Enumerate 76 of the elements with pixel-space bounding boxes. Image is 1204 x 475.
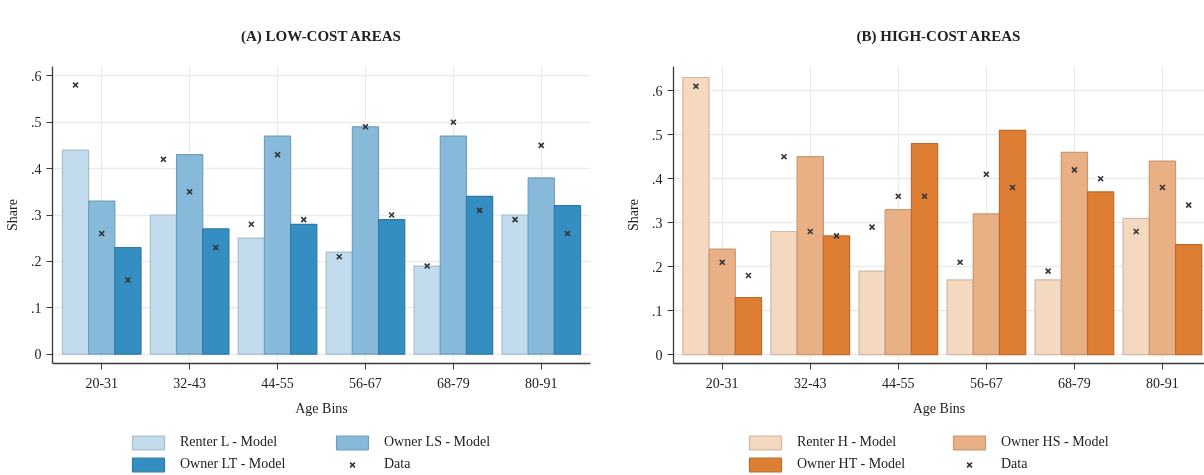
bar — [946, 279, 974, 356]
bar — [175, 154, 204, 355]
bar — [1174, 244, 1203, 356]
y-tick-label: .3 — [652, 215, 663, 231]
bar — [527, 177, 555, 355]
legend-label: Owner HS - Model — [1001, 433, 1110, 451]
bar — [61, 149, 90, 355]
bar — [553, 205, 582, 355]
y-tick-label: .4 — [31, 161, 42, 177]
y-tick-label: .3 — [31, 208, 42, 223]
bar — [682, 76, 710, 356]
legend-label: Renter L - Model — [180, 433, 279, 451]
bar — [377, 219, 406, 355]
y-axis-title: Share — [5, 199, 20, 231]
bar — [263, 135, 292, 355]
y-tick-label: 0 — [655, 347, 663, 363]
bar — [114, 246, 142, 355]
legend-label: Owner LT - Model — [180, 455, 287, 473]
x-tick-label: 44-55 — [881, 375, 915, 391]
x-tick-label: 32-43 — [793, 375, 827, 391]
legend-label: Data — [384, 455, 412, 473]
y-tick-label: .1 — [31, 300, 42, 316]
x-tick-label: 80-91 — [524, 375, 558, 391]
x-tick-label: 68-79 — [1058, 375, 1091, 391]
y-tick-label: .2 — [652, 259, 663, 275]
legend-label: Owner HT - Model — [797, 455, 907, 473]
bar — [465, 195, 494, 355]
y-tick-label: .5 — [652, 127, 663, 143]
bar — [1034, 279, 1062, 356]
y-tick-label: .1 — [652, 303, 663, 319]
y-tick-label: .2 — [31, 254, 42, 270]
bar — [149, 214, 178, 355]
bar — [998, 129, 1027, 356]
y-tick-label: .6 — [31, 68, 42, 84]
bar — [237, 237, 266, 355]
bar — [796, 156, 824, 356]
bar — [822, 235, 851, 356]
legend-label: Renter H - Model — [797, 433, 898, 451]
bar — [325, 251, 353, 355]
bar — [413, 265, 441, 355]
y-tick-label: .5 — [31, 115, 42, 131]
x-tick-label: 20-31 — [85, 375, 119, 391]
bar — [439, 135, 468, 355]
bar — [351, 126, 380, 355]
y-tick-label: .4 — [652, 171, 663, 187]
bar — [972, 213, 1001, 356]
bar — [708, 248, 736, 356]
x-tick-label: 56-67 — [969, 375, 1003, 391]
x-tick-label: 80-91 — [1146, 375, 1179, 391]
y-axis-title: Share — [626, 199, 641, 231]
x-tick-label: 56-67 — [349, 375, 382, 391]
bar — [501, 214, 529, 355]
bar — [858, 270, 886, 356]
legend-label: Data — [1001, 455, 1029, 473]
bar — [1060, 151, 1089, 356]
x-axis-title: Age Bins — [295, 400, 348, 416]
y-tick-label: 0 — [34, 347, 42, 363]
x-tick-label: 44-55 — [261, 375, 294, 391]
bar — [88, 200, 116, 355]
y-tick-label: .6 — [652, 83, 663, 99]
x-axis-title: Age Bins — [912, 400, 966, 416]
bar — [1148, 160, 1177, 356]
bar — [884, 208, 912, 356]
chart-title: (A) LOW-COST AREAS — [240, 27, 401, 45]
bar — [290, 223, 318, 355]
bar — [734, 296, 763, 356]
bar — [1086, 191, 1115, 356]
x-tick-label: 68-79 — [437, 375, 470, 391]
legend-label: Owner LS - Model — [384, 433, 492, 451]
chart-title: (B) HIGH-COST AREAS — [856, 27, 1021, 45]
bar — [1122, 217, 1150, 356]
x-tick-label: 20-31 — [705, 375, 739, 391]
bar — [770, 230, 798, 356]
bar — [202, 228, 230, 355]
x-tick-label: 32-43 — [173, 375, 206, 391]
bar — [910, 142, 939, 356]
